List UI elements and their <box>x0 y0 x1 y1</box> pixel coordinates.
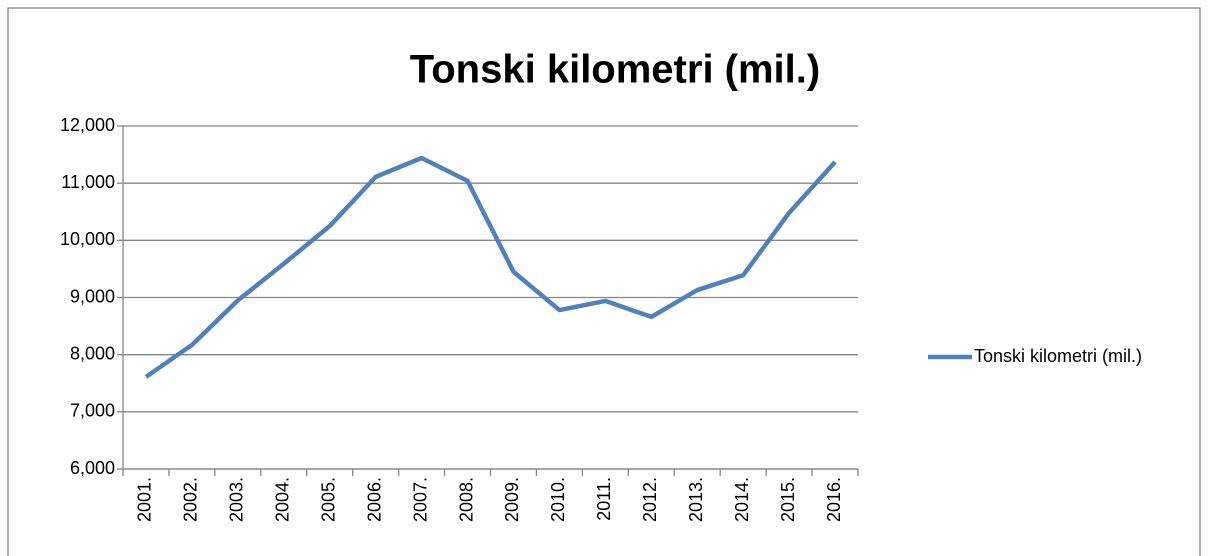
x-tick-label: 2010. <box>548 477 568 522</box>
x-tick-label: 2002. <box>181 477 201 522</box>
x-tick-label: 2006. <box>364 477 384 522</box>
x-tick-label: 2003. <box>227 477 247 522</box>
x-tick-label: 2001. <box>135 477 155 522</box>
x-tick-label: 2012. <box>640 477 660 522</box>
x-tick-label: 2004. <box>273 477 293 522</box>
x-tick-label: 2014. <box>732 477 752 522</box>
y-tick-label: 8,000 <box>70 343 115 363</box>
x-tick-label: 2007. <box>410 477 430 522</box>
chart-border <box>7 7 1201 556</box>
y-tick-label: 6,000 <box>70 458 115 478</box>
y-tick-label: 10,000 <box>60 229 115 249</box>
line-series <box>144 155 837 379</box>
x-tick-label: 2008. <box>456 477 476 522</box>
y-tick-label: 9,000 <box>70 286 115 306</box>
x-tick-label: 2011. <box>594 477 614 521</box>
legend-label: Tonski kilometri (mil.) <box>974 346 1142 366</box>
x-tick-label: 2013. <box>686 477 706 522</box>
y-tick-label: 7,000 <box>70 401 115 421</box>
x-tick-label: 2016. <box>824 477 844 522</box>
chart-title: Tonski kilometri (mil.) <box>410 48 820 92</box>
x-tick-label: 2005. <box>318 477 338 522</box>
x-tick-label: 2009. <box>502 477 522 522</box>
x-tick-label: 2015. <box>778 477 798 522</box>
y-tick-label: 12,000 <box>60 115 115 135</box>
y-tick-label: 11,000 <box>61 172 115 192</box>
